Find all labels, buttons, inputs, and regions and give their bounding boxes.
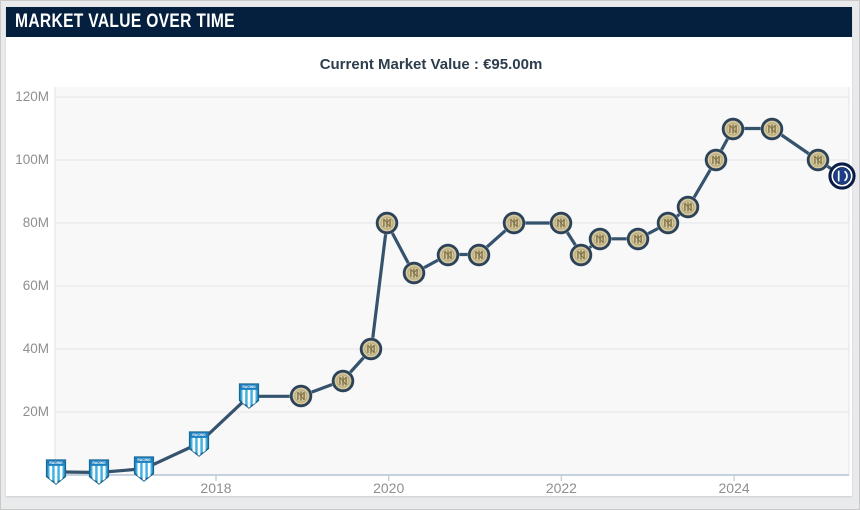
data-point-inter_old-80m[interactable] <box>549 211 573 235</box>
inter-milan-classic-badge-icon <box>806 148 830 172</box>
inter-milan-classic-badge-icon <box>569 243 593 266</box>
data-point-inter_old-85m[interactable] <box>676 195 700 219</box>
data-point-racing-0.8m[interactable]: RACING <box>88 459 109 486</box>
data-point-racing-2m[interactable]: RACING <box>134 456 155 482</box>
svg-text:RACING: RACING <box>192 433 206 437</box>
racing-club-badge-icon: RACING <box>88 459 109 486</box>
inter-milan-classic-badge-icon <box>375 211 399 235</box>
data-point-inter_old-25m[interactable] <box>289 384 313 408</box>
inter-milan-classic-badge-icon <box>721 117 745 140</box>
svg-text:RACING: RACING <box>92 462 106 466</box>
inter-milan-current-crest-icon <box>828 162 856 190</box>
inter-milan-classic-badge-icon <box>331 369 355 392</box>
data-point-inter_old-110m[interactable] <box>721 117 745 140</box>
racing-club-badge-icon: RACING <box>46 459 67 485</box>
data-point-inter_old-40m[interactable] <box>359 337 383 361</box>
inter-milan-classic-badge-icon <box>436 243 460 266</box>
inter-milan-classic-badge-icon <box>549 211 573 235</box>
plot-area <box>55 87 849 475</box>
data-point-inter_old-64m[interactable] <box>402 261 426 285</box>
inter-milan-classic-badge-icon <box>676 195 700 219</box>
y-axis-tick-label: 120M <box>15 89 49 104</box>
current-market-value-label: Current Market Value : €95.00m <box>319 56 543 73</box>
inter-milan-classic-badge-icon <box>359 337 383 361</box>
svg-text:RACING: RACING <box>242 385 256 389</box>
inter-milan-classic-badge-icon <box>588 227 612 251</box>
data-point-inter_old-30m[interactable] <box>331 369 355 392</box>
x-axis-tick-label: 2020 <box>373 480 405 496</box>
data-point-racing-1m[interactable]: RACING <box>46 459 67 485</box>
inter-milan-classic-badge-icon <box>289 384 313 408</box>
y-axis-tick-label: 40M <box>22 341 49 356</box>
inter-milan-classic-badge-icon <box>467 243 490 266</box>
y-axis-tick-label: 20M <box>22 404 49 419</box>
x-axis-tick-label: 2022 <box>545 480 577 496</box>
inter-milan-classic-badge-icon <box>626 227 650 251</box>
data-point-inter_old-75m[interactable] <box>626 227 650 251</box>
y-axis-tick-label: 80M <box>22 215 49 230</box>
data-point-inter_old-100m[interactable] <box>704 148 728 172</box>
racing-club-badge-icon: RACING <box>188 430 209 457</box>
data-point-racing-10m[interactable]: RACING <box>188 430 209 457</box>
data-point-inter_old-110m[interactable] <box>760 117 784 140</box>
svg-text:RACING: RACING <box>138 458 152 462</box>
x-axis-tick-label: 2018 <box>200 480 232 496</box>
data-point-inter_old-100m[interactable] <box>806 148 830 172</box>
data-point-racing-25m[interactable]: RACING <box>238 383 259 410</box>
racing-club-badge-icon: RACING <box>134 456 155 482</box>
widget-header: MARKET VALUE OVER TIME <box>6 7 852 37</box>
inter-milan-classic-badge-icon <box>656 211 680 235</box>
svg-text:RACING: RACING <box>50 461 64 465</box>
data-point-inter_old-70m[interactable] <box>467 243 490 266</box>
data-point-inter_old-70m[interactable] <box>569 243 593 266</box>
data-point-inter_old-80m[interactable] <box>502 211 526 235</box>
page-title: MARKET VALUE OVER TIME <box>15 11 235 32</box>
inter-milan-classic-badge-icon <box>704 148 728 172</box>
y-axis-tick-label: 100M <box>15 152 49 167</box>
data-point-inter_old-75m[interactable] <box>588 227 612 251</box>
data-point-inter_old-70m[interactable] <box>436 243 460 266</box>
inter-milan-classic-badge-icon <box>760 117 784 140</box>
inter-milan-classic-badge-icon <box>402 261 426 285</box>
data-point-inter_old-80m[interactable] <box>375 211 399 235</box>
x-axis-tick-label: 2024 <box>718 480 750 496</box>
inter-milan-classic-badge-icon <box>502 211 526 235</box>
y-axis-tick-label: 60M <box>22 278 49 293</box>
data-point-inter_old-80m[interactable] <box>656 211 680 235</box>
racing-club-badge-icon: RACING <box>238 383 259 410</box>
data-point-inter_new-95m[interactable] <box>828 162 856 190</box>
